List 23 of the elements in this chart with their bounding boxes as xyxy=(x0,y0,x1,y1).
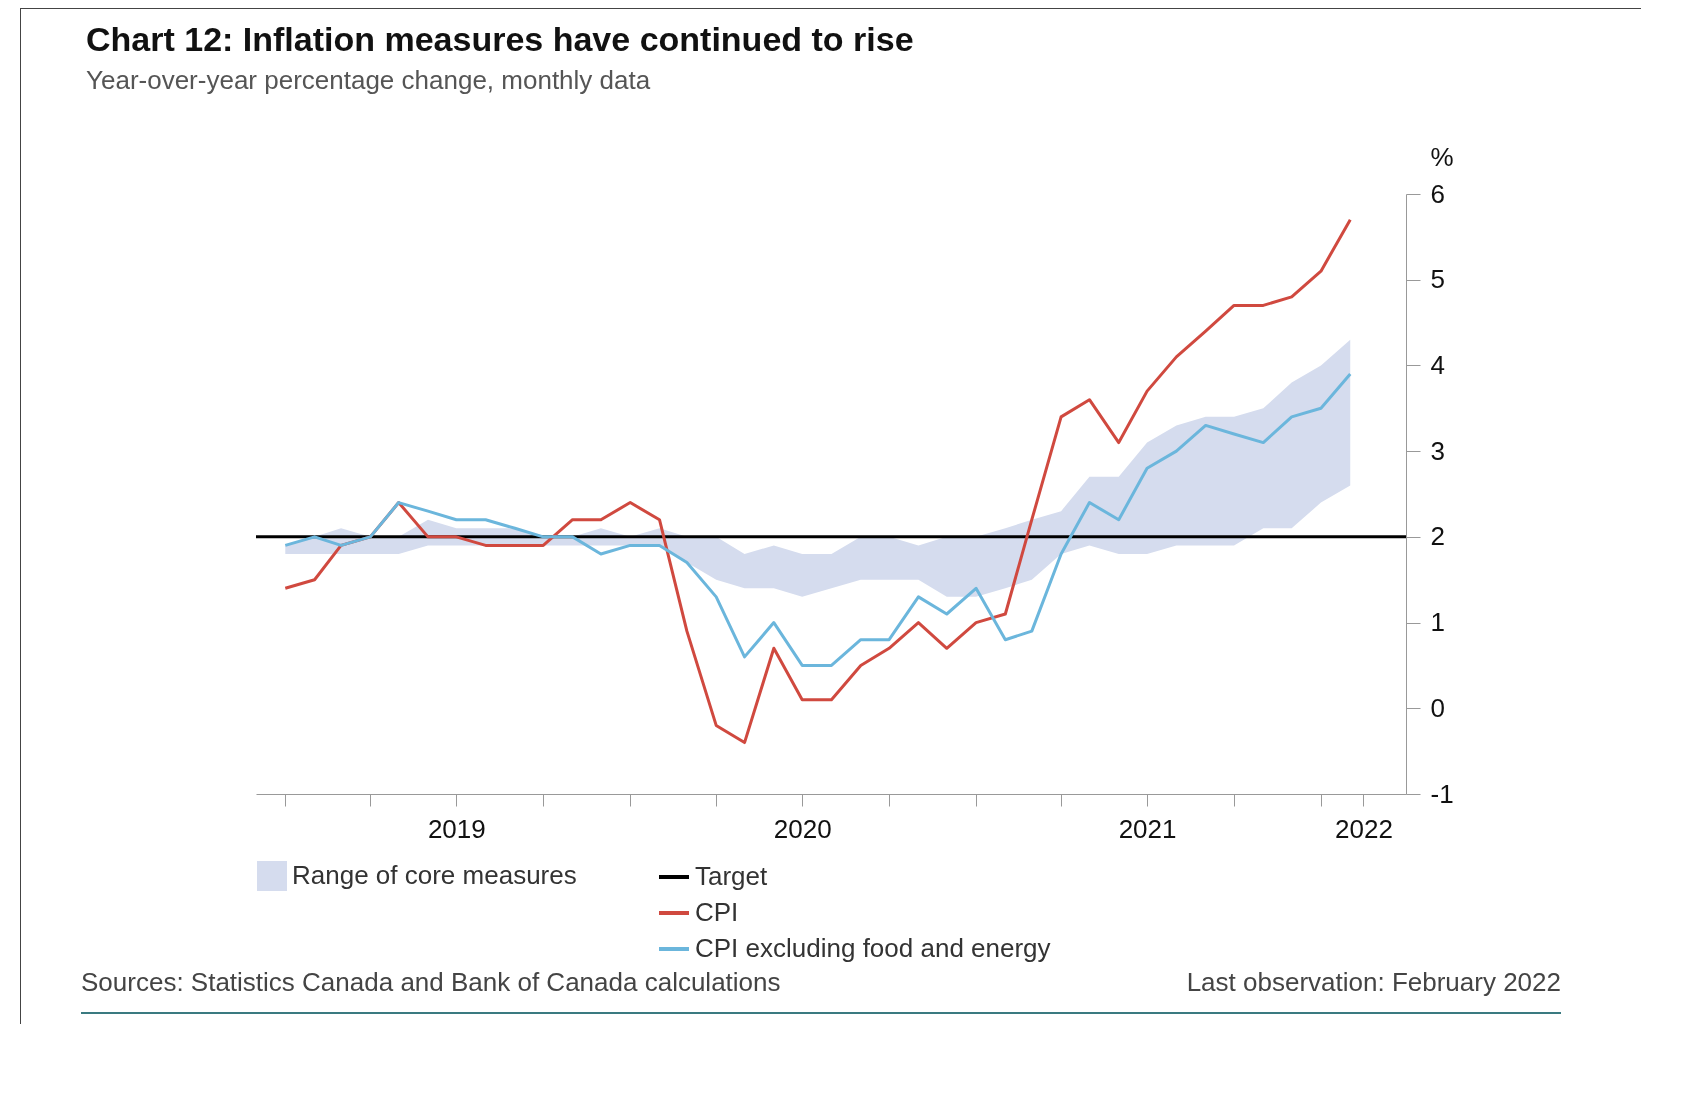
chart-title: Chart 12: Inflation measures have continued to rise xyxy=(86,20,914,58)
legend-label: CPI excluding food and energy xyxy=(695,933,1051,963)
y-tick-label: 1 xyxy=(1430,607,1445,638)
y-tick-label: 5 xyxy=(1430,264,1445,295)
y-tick-label: 0 xyxy=(1430,692,1445,723)
x-tick-label: 2019 xyxy=(427,813,486,844)
line-series xyxy=(283,372,1352,667)
y-tick-label: 6 xyxy=(1430,178,1445,209)
y-tick-label: -1 xyxy=(1430,778,1454,809)
y-tick-label: 4 xyxy=(1430,349,1445,380)
line-series xyxy=(283,218,1352,745)
x-tick-label: 2021 xyxy=(1118,813,1177,844)
source-note: Sources: Statistics Canada and Bank of Canada calculations xyxy=(81,967,781,998)
y-tick-label: 3 xyxy=(1430,435,1445,466)
legend-label: CPI xyxy=(695,897,739,927)
y-tick-label: 2 xyxy=(1430,521,1445,552)
legend-label: Target xyxy=(695,861,769,891)
chart-subtitle: Year-over-year percentage change, monthly data xyxy=(86,65,651,95)
y-axis-title: % xyxy=(1430,141,1454,172)
legend-label: Range of core measures xyxy=(292,860,577,890)
x-tick-label: 2020 xyxy=(773,813,832,844)
text: Last observation: February 2022 xyxy=(1186,967,1561,998)
x-tick-label: 2022 xyxy=(1335,813,1393,844)
